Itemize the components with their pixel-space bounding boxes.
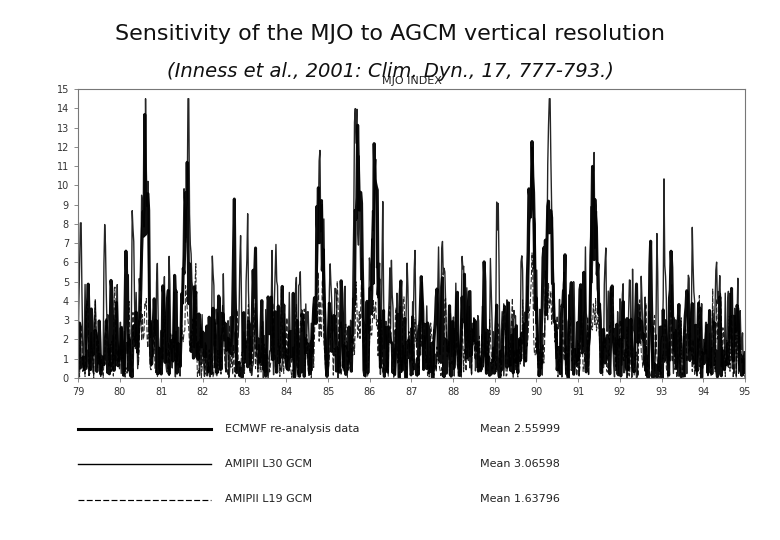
Text: AMIPII L19 GCM: AMIPII L19 GCM	[225, 495, 312, 504]
Text: (Inness et al., 2001: Clim. Dyn., 17, 777-793.): (Inness et al., 2001: Clim. Dyn., 17, 77…	[167, 62, 613, 81]
Text: Sensitivity of the MJO to AGCM vertical resolution: Sensitivity of the MJO to AGCM vertical …	[115, 24, 665, 44]
Text: AMIPII L30 GCM: AMIPII L30 GCM	[225, 460, 312, 469]
Title: MJO INDEX: MJO INDEX	[381, 76, 441, 85]
Text: Mean 1.63796: Mean 1.63796	[480, 495, 559, 504]
Text: Mean 2.55999: Mean 2.55999	[480, 424, 560, 434]
Text: Mean 3.06598: Mean 3.06598	[480, 460, 559, 469]
Text: ECMWF re-analysis data: ECMWF re-analysis data	[225, 424, 359, 434]
